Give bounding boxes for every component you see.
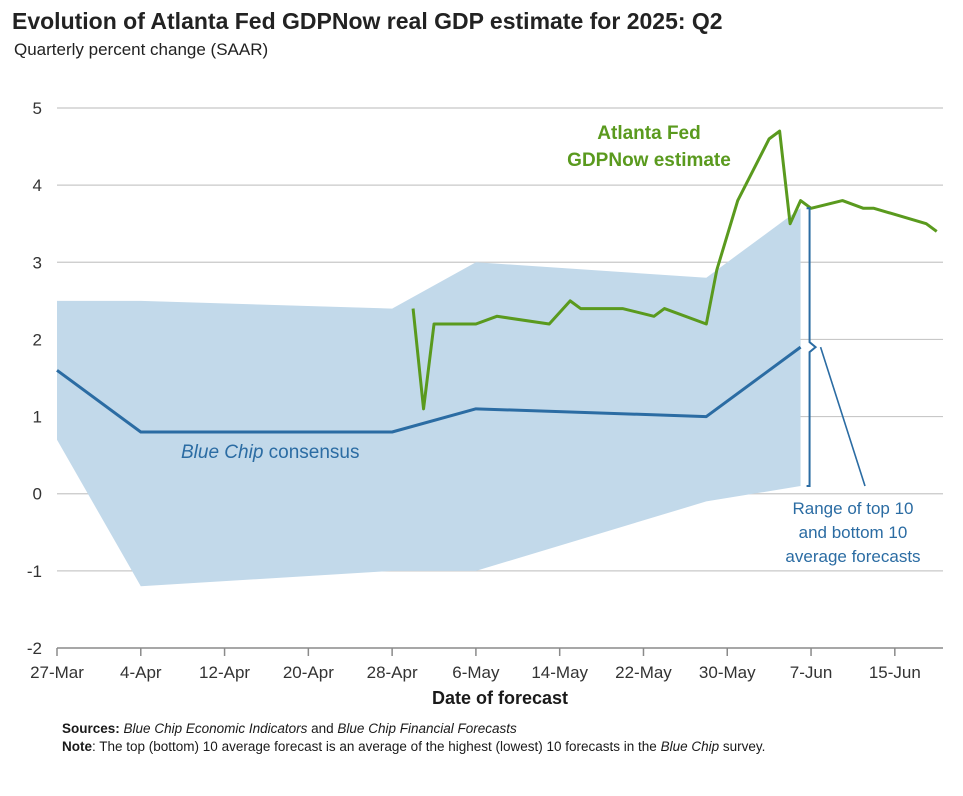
blue-chip-consensus-line: [56, 345, 802, 434]
consensus-label: Blue Chip consensus: [181, 442, 360, 463]
consensus-label-italic: Blue Chip: [181, 442, 263, 463]
x-tick-label: 28-Apr: [367, 663, 418, 682]
note-line: Note: The top (bottom) 10 average foreca…: [62, 738, 942, 756]
y-tick-label: 2: [33, 330, 42, 349]
x-tick-label: 27-Mar: [30, 663, 84, 682]
note-text-3: survey.: [719, 739, 766, 754]
x-tick-label: 22-May: [615, 663, 672, 682]
chart-notes: Sources: Blue Chip Economic Indicators a…: [62, 720, 942, 756]
note-text-2: Blue Chip: [660, 739, 720, 754]
x-tick-label: 15-Jun: [869, 663, 921, 682]
range-bracket: [806, 207, 818, 487]
range-label: average forecasts: [785, 547, 920, 566]
y-tick-label: 1: [33, 408, 42, 427]
x-axis-title: Date of forecast: [432, 688, 568, 708]
x-tick-label: 12-Apr: [199, 663, 250, 682]
gdpnow-label: Atlanta Fed: [597, 123, 700, 144]
y-tick-label: 3: [33, 253, 42, 272]
x-tick-label: 4-Apr: [120, 663, 162, 682]
range-pointer-line: [819, 346, 866, 487]
chart-subtitle: Quarterly percent change (SAAR): [14, 40, 269, 59]
forecast-range-area: [57, 208, 801, 587]
y-tick-label: 4: [33, 176, 42, 195]
sources-publication-2: Blue Chip Financial Forecasts: [337, 721, 517, 736]
annotations: Atlanta Fed GDPNow estimate Blue Chip cons…: [181, 123, 921, 566]
x-tick-label: 7-Jun: [790, 663, 833, 682]
axes: 5 4 3 2 1 0 -1 -2 27-Mar 4-Apr 12-Apr 20-Apr 28-Apr 6…: [27, 99, 943, 708]
note-text-1: : The top (bottom) 10 average forecast i…: [92, 739, 661, 754]
sources-publication-1: Blue Chip Economic Indicators: [123, 721, 308, 736]
sources-label: Sources:: [62, 721, 120, 736]
sources-line: Sources: Blue Chip Economic Indicators a…: [62, 720, 942, 738]
x-tick-label: 14-May: [531, 663, 588, 682]
note-label: Note: [62, 739, 92, 754]
x-tick-label: 6-May: [452, 663, 500, 682]
x-tick-label: 30-May: [699, 663, 756, 682]
y-tick-label: -2: [27, 639, 42, 658]
y-tick-label: -1: [27, 562, 42, 581]
y-tick-label: 5: [33, 99, 42, 118]
range-label: and bottom 10: [799, 523, 908, 542]
range-label: Range of top 10: [793, 499, 914, 518]
gdpnow-label: GDPNow estimate: [567, 150, 731, 171]
sources-conjunction: and: [307, 721, 338, 736]
y-tick-label: 0: [33, 485, 42, 504]
chart-title: Evolution of Atlanta Fed GDPNow real GDP…: [12, 8, 723, 34]
gdpnow-estimate-line: [411, 129, 938, 411]
consensus-label-rest: consensus: [263, 442, 359, 463]
range-band: [57, 208, 801, 587]
x-tick-label: 20-Apr: [283, 663, 334, 682]
series-lines: [56, 129, 938, 434]
